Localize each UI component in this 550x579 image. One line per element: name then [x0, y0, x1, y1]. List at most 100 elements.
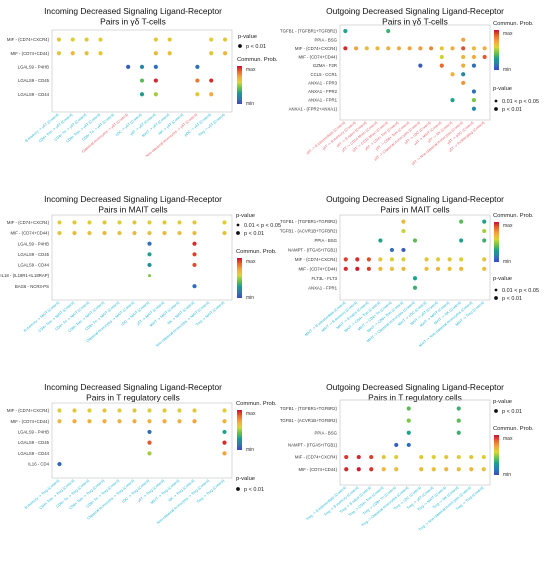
pvalue-legend-p01-label: p < 0.01	[502, 409, 522, 415]
data-point	[444, 467, 449, 472]
x-tick-label: MAIT -> B intermediate (Control)	[304, 301, 346, 337]
data-point	[471, 46, 477, 51]
data-point	[72, 230, 77, 236]
data-point	[419, 467, 424, 472]
data-point	[444, 454, 449, 460]
data-point	[98, 37, 103, 42]
plot-frame	[51, 214, 233, 301]
x-tick-label: Treg -> MAIT (Control)	[195, 301, 225, 327]
data-point	[57, 220, 62, 225]
pvalue-legend-p01-dot	[494, 409, 498, 413]
colorbar-max-label: max	[246, 259, 256, 265]
data-point	[461, 54, 466, 60]
y-tick-label: LGALS9 - CD44	[18, 451, 50, 456]
data-point	[117, 230, 122, 236]
pvalue-legend-title: p-value	[493, 276, 512, 282]
commun-legend-title: Commun. Prob.	[493, 213, 534, 219]
colorbar-min-label: min	[246, 447, 254, 453]
data-point	[177, 230, 182, 236]
data-point	[72, 408, 77, 413]
y-tick-label: MIF - (CD74+CXCR4)	[7, 220, 50, 225]
y-tick-label: MIF - (CD74+CXCR4)	[295, 257, 338, 262]
pvalue-legend-p005-dot	[494, 288, 498, 292]
data-point	[366, 266, 371, 271]
y-tick-label: IL18 - (IL18R1+IL18RAP)	[0, 273, 49, 278]
data-point	[192, 408, 197, 413]
data-point	[394, 467, 399, 472]
data-point	[378, 266, 383, 271]
data-point	[147, 262, 152, 268]
y-tick-label: LGALS9 - CD45	[18, 252, 50, 257]
data-point	[222, 37, 228, 42]
data-point	[222, 419, 227, 424]
data-point	[162, 408, 167, 413]
data-point	[435, 257, 441, 262]
data-point	[209, 37, 214, 42]
chart-subtitle: Pairs in γδ T-cells	[382, 17, 448, 27]
data-point	[209, 92, 214, 97]
y-tick-label: MIF - (CD74+CXCR4)	[7, 408, 50, 413]
commun-legend-title: Commun. Prob.	[237, 57, 278, 63]
commun-legend-title: Commun. Prob.	[493, 21, 534, 27]
y-tick-label: IL16 - CD4	[28, 462, 49, 467]
plot-frame	[51, 29, 233, 113]
colorbar	[494, 435, 499, 475]
data-point	[192, 252, 197, 257]
x-tick-label: Treg -> γδT (Control)	[198, 113, 226, 138]
colorbar-max-label: max	[503, 223, 513, 229]
data-point	[117, 408, 122, 413]
data-point	[148, 274, 151, 278]
data-point	[428, 46, 434, 51]
data-point	[222, 230, 227, 236]
data-point	[366, 257, 371, 262]
y-tick-label: LGALS9 - P4HB	[18, 430, 49, 435]
pvalue-legend-title: p-value	[238, 34, 257, 40]
data-point	[469, 454, 474, 460]
data-point	[147, 252, 152, 257]
colorbar-max-label: max	[246, 411, 256, 417]
data-point	[57, 461, 62, 467]
pvalue-legend-title: p-value	[236, 213, 255, 219]
data-point	[192, 220, 197, 225]
data-point	[162, 230, 167, 236]
y-tick-label: TGFB1 - (TGFBR1+TGFBR2)	[280, 29, 338, 34]
pvalue-legend-p005-dot	[494, 99, 498, 103]
data-point	[439, 46, 444, 51]
data-point	[147, 440, 152, 445]
data-point	[419, 454, 424, 460]
data-point	[461, 80, 466, 85]
data-point	[481, 467, 486, 472]
pvalue-legend-p005-label: 0.01 < p < 0.05	[244, 223, 281, 229]
y-tick-label: LGALS9 - P4HB	[18, 65, 49, 70]
data-point	[153, 51, 158, 56]
pvalue-legend-p01-label: p < 0.01	[246, 44, 266, 50]
data-point	[192, 241, 197, 246]
chart-subtitle: Pairs in MAIT cells	[98, 205, 167, 215]
data-point	[209, 78, 214, 83]
data-point	[70, 37, 75, 42]
data-point	[401, 257, 406, 262]
data-point	[482, 266, 487, 271]
data-point	[195, 64, 200, 69]
data-point	[471, 63, 477, 68]
data-point	[222, 429, 227, 435]
y-tick-label: TGFB1 - (ACVR1B+TGFBR2)	[280, 229, 338, 234]
pvalue-legend-p005-dot	[236, 223, 240, 227]
data-point	[98, 51, 103, 56]
data-point	[344, 467, 349, 472]
colorbar-max-label: max	[503, 31, 513, 37]
data-point	[147, 241, 152, 246]
chart-title: Incoming Decreased Signaling Ligand-Rece…	[44, 194, 222, 204]
data-point	[222, 51, 228, 56]
data-point	[461, 72, 466, 77]
data-point	[56, 37, 62, 42]
y-tick-label: MIF - (CD74+CD44)	[298, 55, 337, 60]
chart-panel-4: Outgoing Decreased Signaling Ligand-Rece…	[280, 194, 539, 348]
data-point	[84, 37, 89, 42]
data-point	[424, 266, 429, 271]
y-tick-label: LGALS9 - P4HB	[18, 241, 49, 246]
data-point	[401, 219, 406, 224]
pvalue-legend-p01-label: p < 0.01	[502, 107, 522, 113]
data-point	[439, 63, 444, 68]
data-point	[456, 467, 461, 472]
